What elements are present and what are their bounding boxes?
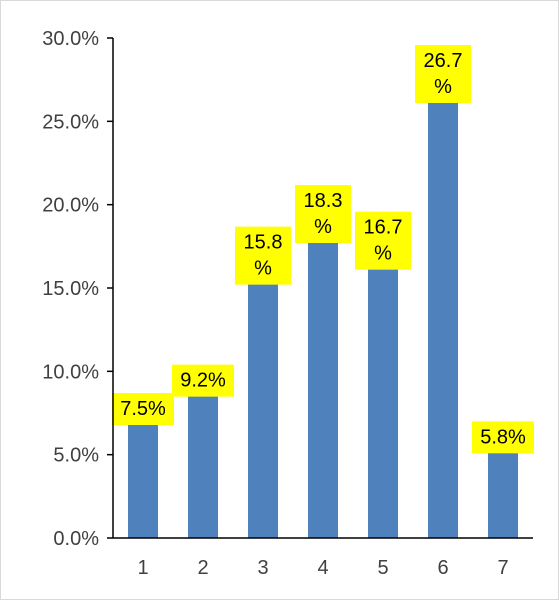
data-label-text: 9.2% bbox=[180, 370, 226, 392]
y-tick-label: 5.0% bbox=[53, 445, 99, 467]
data-label-box bbox=[172, 364, 234, 397]
data-label-text: 26.7% bbox=[424, 50, 463, 98]
x-tick-label: 6 bbox=[437, 557, 448, 579]
y-tick-label: 15.0% bbox=[42, 278, 99, 300]
data-label-box bbox=[295, 185, 351, 243]
bar-6 bbox=[428, 93, 458, 538]
y-axis: 0.0% 5.0% 10.0% 15.0% 20.0% 25.0% 30.0% bbox=[42, 28, 113, 550]
bar-2 bbox=[188, 384, 218, 538]
bar-5 bbox=[368, 259, 398, 538]
data-label-5: 16.7% bbox=[355, 211, 411, 270]
bar-4 bbox=[308, 233, 338, 538]
x-tick-label: 3 bbox=[257, 557, 268, 579]
data-label-6: 26.7% bbox=[415, 45, 471, 103]
data-label-box bbox=[472, 421, 534, 454]
bars bbox=[128, 93, 518, 538]
data-label-text: 18.3% bbox=[304, 190, 343, 238]
data-label-text: 15.8% bbox=[244, 232, 283, 280]
data-label-text: 7.5% bbox=[120, 398, 166, 420]
y-tick-label: 20.0% bbox=[42, 195, 99, 217]
x-tick-label: 5 bbox=[377, 557, 388, 579]
y-tick-label: 30.0% bbox=[42, 28, 99, 50]
data-label-box bbox=[112, 393, 174, 425]
data-label-text: 5.8% bbox=[480, 426, 526, 448]
data-labels: 7.5% 9.2% 15.8 % 18.3% 16.7 % 26.7 % 5.8% bbox=[112, 45, 534, 454]
data-label-box bbox=[415, 45, 471, 103]
data-label-2: 9.2% bbox=[172, 364, 234, 397]
x-tick-label: 2 bbox=[197, 557, 208, 579]
x-tick-label: 4 bbox=[317, 557, 328, 579]
data-label-1: 7.5% bbox=[112, 393, 174, 425]
data-label-7: 5.8% bbox=[472, 421, 534, 454]
x-tick-label: 1 bbox=[137, 557, 148, 579]
y-tick-label: 25.0% bbox=[42, 111, 99, 133]
data-label-box bbox=[355, 211, 411, 270]
x-axis: 1 2 3 4 5 6 7 bbox=[137, 557, 508, 579]
data-label-box bbox=[235, 226, 291, 285]
bar-3 bbox=[248, 274, 278, 538]
y-tick-label: 0.0% bbox=[53, 528, 99, 550]
x-tick-label: 7 bbox=[497, 557, 508, 579]
data-label-4: 18.3% bbox=[295, 185, 351, 243]
data-label-3: 15.8% bbox=[235, 226, 291, 285]
y-tick-label: 10.0% bbox=[42, 361, 99, 383]
bar-7 bbox=[488, 441, 518, 538]
data-label-text: 16.7% bbox=[364, 217, 403, 265]
bar-1 bbox=[128, 413, 158, 538]
